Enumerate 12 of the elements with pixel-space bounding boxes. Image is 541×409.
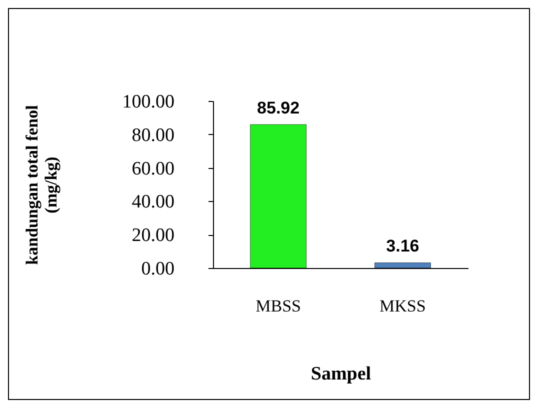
x-tick-label: MKSS bbox=[380, 296, 426, 316]
data-label: 85.92 bbox=[257, 98, 300, 118]
y-tick-label: 100.00 bbox=[122, 92, 174, 112]
y-tick-label: 80.00 bbox=[132, 124, 174, 146]
y-tick-label: 60.00 bbox=[132, 158, 174, 180]
data-label: 3.16 bbox=[386, 236, 420, 256]
x-axis-title: Sampel bbox=[310, 364, 372, 384]
y-axis-title: kandungan total fenol (mg/kg) bbox=[22, 104, 60, 265]
x-tick-label: MBSS bbox=[256, 296, 301, 316]
y-tick-label: 20.00 bbox=[132, 225, 174, 246]
y-tick-label: 0.00 bbox=[141, 258, 174, 280]
y-tick-label: 40.00 bbox=[132, 192, 174, 213]
